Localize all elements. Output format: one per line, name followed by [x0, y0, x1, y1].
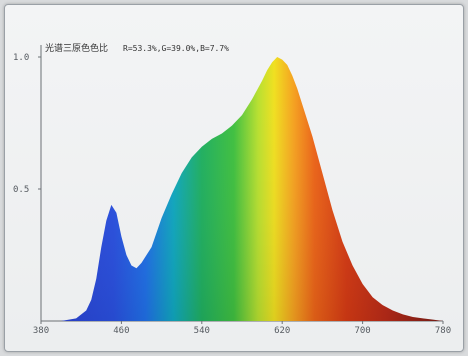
x-tick-label: 700 [354, 326, 370, 336]
spectrum-chart: 380 460 540 620 700 780 0.5 1.0 光谱三原色色比 R=53.3%… [13, 42, 451, 336]
x-tick-label: 380 [33, 326, 49, 336]
x-tick-label: 780 [435, 326, 451, 336]
spectrum-shade [41, 57, 443, 321]
chart-frame: 380 460 540 620 700 780 0.5 1.0 光谱三原色色比 R=53.3%… [4, 4, 464, 352]
x-tick-label: 460 [113, 326, 129, 336]
rgb-ratio-annotation: R=53.3%,G=39.0%,B=7.7% [123, 44, 229, 53]
x-tick-label: 620 [274, 326, 290, 336]
y-tick-label: 0.5 [13, 185, 29, 195]
chart-title: 光谱三原色色比 [45, 42, 108, 54]
x-tick-label: 540 [194, 326, 210, 336]
y-tick-label: 1.0 [13, 53, 29, 63]
